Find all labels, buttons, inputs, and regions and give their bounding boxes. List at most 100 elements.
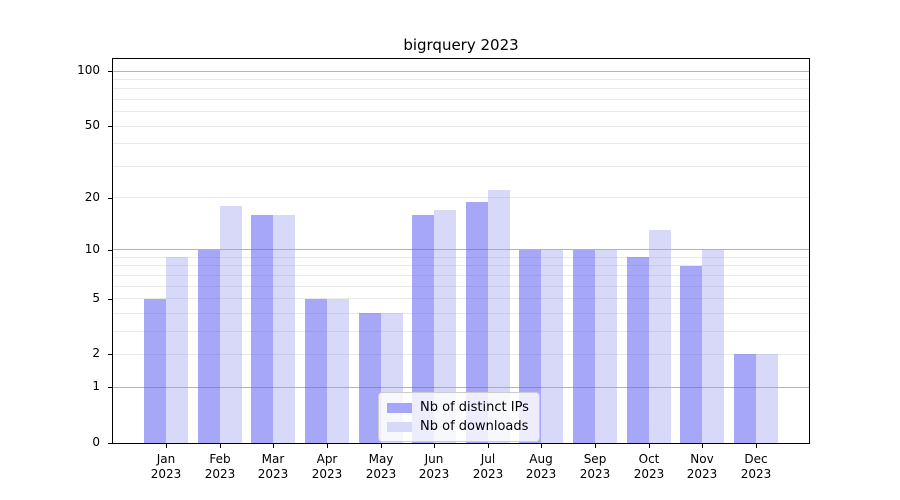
gridline-minor-70	[113, 98, 809, 100]
bar-downloads-nov	[702, 249, 725, 443]
x-tick-year-dec: 2023	[740, 467, 772, 481]
y-tick-5	[108, 299, 112, 300]
y-tick-0	[108, 443, 112, 444]
gridline-major-100	[113, 70, 809, 72]
bar-distinct-ips-dec	[734, 354, 756, 443]
legend-swatch-distinct-ips	[387, 402, 412, 413]
x-tick-year-nov: 2023	[686, 467, 718, 481]
x-tick-aug	[541, 444, 542, 448]
bar-distinct-ips-mar	[251, 214, 274, 443]
x-tick-label-apr: Apr 2023	[299, 452, 355, 482]
gridline-minor-8	[113, 265, 809, 267]
x-tick-year-may: 2023	[365, 467, 397, 481]
bar-distinct-ips-may	[358, 313, 381, 443]
bar-distinct-ips-jul	[465, 201, 488, 443]
x-tick-label-feb: Feb 2023	[192, 452, 248, 482]
bar-downloads-feb	[219, 205, 242, 443]
y-tick-1	[108, 387, 112, 388]
x-tick-label-aug: Aug 2023	[513, 452, 569, 482]
bar-downloads-oct	[648, 230, 671, 443]
gridline-minor-4	[113, 312, 809, 314]
x-tick-label-mar: Mar 2023	[245, 452, 301, 482]
bar-distinct-ips-jun	[412, 214, 435, 443]
bar-distinct-ips-oct	[626, 257, 649, 443]
gridline-minor-2	[113, 353, 809, 355]
x-tick-jul	[488, 444, 489, 448]
y-tick-label-2: 2	[92, 346, 100, 360]
x-tick-label-jun: Jun 2023	[406, 452, 462, 482]
x-tick-oct	[649, 444, 650, 448]
x-tick-year-jul: 2023	[472, 467, 504, 481]
bar-distinct-ips-jan	[144, 298, 166, 443]
y-tick-label-20: 20	[84, 190, 100, 204]
bar-downloads-jan	[166, 257, 188, 443]
y-tick-2	[108, 354, 112, 355]
x-tick-feb	[220, 444, 221, 448]
gridline-minor-30	[113, 165, 809, 167]
x-tick-year-jan: 2023	[150, 467, 182, 481]
x-tick-sep	[595, 444, 596, 448]
gridline-minor-5	[113, 298, 809, 300]
gridline-minor-80	[113, 88, 809, 90]
gridline-minor-6	[113, 285, 809, 287]
x-tick-year-feb: 2023	[204, 467, 236, 481]
x-tick-jan	[166, 444, 167, 448]
bar-distinct-ips-feb	[197, 249, 220, 443]
y-tick-20	[108, 198, 112, 199]
x-tick-year-jun: 2023	[418, 467, 450, 481]
gridline-minor-60	[113, 111, 809, 113]
bar-downloads-aug	[541, 249, 564, 443]
gridline-minor-20	[113, 197, 809, 199]
x-tick-apr	[327, 444, 328, 448]
x-tick-year-sep: 2023	[579, 467, 611, 481]
y-tick-label-5: 5	[92, 291, 100, 305]
y-tick-label-0: 0	[92, 435, 100, 449]
bar-downloads-mar	[273, 214, 296, 443]
x-tick-label-jan: Jan 2023	[138, 452, 194, 482]
x-tick-mar	[273, 444, 274, 448]
y-tick-label-1: 1	[92, 379, 100, 393]
x-tick-dec	[756, 444, 757, 448]
bar-downloads-sep	[595, 249, 618, 443]
gridline-minor-50	[113, 125, 809, 127]
x-tick-nov	[702, 444, 703, 448]
legend-label-downloads: Nb of downloads	[420, 419, 529, 434]
bar-distinct-ips-sep	[573, 249, 596, 443]
bar-distinct-ips-nov	[680, 265, 703, 443]
legend-label-distinct-ips: Nb of distinct IPs	[420, 400, 529, 415]
plot-area	[112, 58, 810, 444]
gridline-minor-3	[113, 330, 809, 332]
x-tick-may	[381, 444, 382, 448]
legend-item-distinct-ips: Nb of distinct IPs	[387, 398, 529, 417]
gridline-major-10	[113, 249, 809, 251]
chart-title: bigrquery 2023	[403, 36, 519, 54]
x-tick-label-may: May 2023	[353, 452, 409, 482]
gridline-minor-7	[113, 274, 809, 276]
x-tick-year-aug: 2023	[525, 467, 557, 481]
bar-downloads-dec	[756, 354, 778, 443]
gridline-minor-9	[113, 256, 809, 258]
x-tick-year-mar: 2023	[257, 467, 289, 481]
legend-swatch-downloads	[387, 421, 412, 432]
x-tick-label-sep: Sep 2023	[567, 452, 623, 482]
x-tick-label-oct: Oct 2023	[621, 452, 677, 482]
legend-item-downloads: Nb of downloads	[387, 417, 529, 436]
bar-downloads-apr	[326, 298, 349, 443]
x-tick-year-oct: 2023	[633, 467, 665, 481]
x-tick-label-nov: Nov 2023	[674, 452, 730, 482]
x-tick-label-dec: Dec 2023	[728, 452, 784, 482]
y-tick-label-100: 100	[77, 63, 100, 77]
x-tick-label-jul: Jul 2023	[460, 452, 516, 482]
gridline-major-1	[113, 386, 809, 388]
gridline-minor-90	[113, 78, 809, 80]
y-tick-50	[108, 126, 112, 127]
y-tick-10	[108, 250, 112, 251]
legend: Nb of distinct IPs Nb of downloads	[378, 392, 540, 442]
y-tick-label-50: 50	[84, 118, 100, 132]
x-tick-jun	[434, 444, 435, 448]
x-tick-year-apr: 2023	[311, 467, 343, 481]
bar-distinct-ips-apr	[304, 298, 327, 443]
bar-downloads-jul	[487, 190, 510, 443]
y-tick-label-10: 10	[84, 242, 100, 256]
